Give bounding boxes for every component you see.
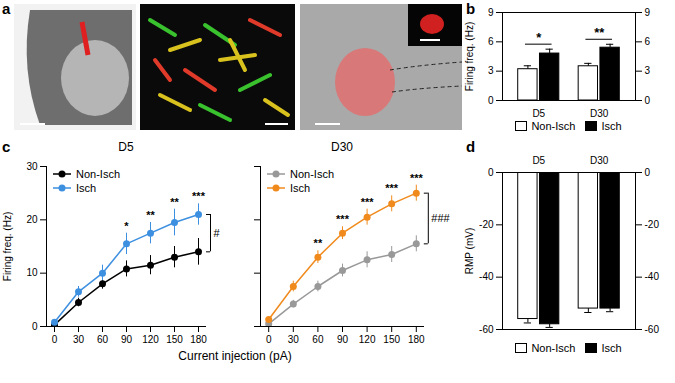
html-text:Non-Isch: Non-Isch (531, 120, 576, 132)
svg-text:9: 9 (488, 7, 494, 18)
svg-text:**: ** (170, 196, 179, 208)
svg-text:-60: -60 (479, 324, 494, 335)
svg-text:*: * (124, 220, 129, 232)
svg-text:0: 0 (488, 95, 494, 106)
html-text:c: c (2, 138, 11, 155)
svg-text:***: *** (361, 196, 375, 208)
svg-text:30: 30 (26, 161, 38, 172)
svg-text:9: 9 (645, 7, 651, 18)
svg-text:-20: -20 (479, 219, 494, 230)
svg-text:60: 60 (312, 334, 324, 345)
svg-text:-20: -20 (645, 219, 660, 230)
svg-text:-40: -40 (479, 271, 494, 282)
svg-text:Firing freq. (Hz): Firing freq. (Hz) (464, 22, 475, 91)
svg-text:6: 6 (645, 36, 651, 47)
svg-text:10: 10 (26, 267, 38, 278)
svg-text:-60: -60 (645, 324, 660, 335)
svg-text:150: 150 (383, 334, 400, 345)
html-text:b: b (466, 0, 476, 17)
svg-text:120: 120 (142, 334, 159, 345)
svg-text:D5: D5 (532, 155, 545, 166)
svg-text:#: # (214, 227, 221, 239)
svg-text:*: * (536, 30, 542, 45)
svg-text:D30: D30 (590, 108, 609, 118)
svg-text:0: 0 (645, 167, 651, 178)
svg-text:0: 0 (266, 334, 272, 345)
svg-text:90: 90 (337, 334, 349, 345)
svg-text:D30: D30 (590, 155, 609, 166)
svg-text:0: 0 (488, 167, 494, 178)
svg-text:60: 60 (97, 334, 109, 345)
svg-text:0: 0 (32, 321, 38, 332)
svg-text:3: 3 (645, 65, 651, 76)
svg-text:0: 0 (52, 334, 58, 345)
svg-text:30: 30 (288, 334, 300, 345)
svg-text:***: *** (385, 182, 399, 194)
html-text:Non-Isch: Non-Isch (290, 168, 334, 180)
svg-text:150: 150 (166, 334, 183, 345)
svg-text:120: 120 (359, 334, 376, 345)
html-text:a: a (2, 0, 11, 17)
html-text:Isch: Isch (76, 182, 97, 194)
svg-text:RMP (mV): RMP (mV) (464, 228, 475, 274)
svg-text:180: 180 (408, 334, 425, 345)
html-text:D30: D30 (331, 140, 353, 154)
html-text:Non-Isch: Non-Isch (76, 168, 120, 180)
svg-text:90: 90 (121, 334, 133, 345)
svg-text:20: 20 (26, 214, 38, 225)
svg-text:-40: -40 (645, 271, 660, 282)
html-text:Non-Isch: Non-Isch (531, 342, 576, 354)
html-text:D5: D5 (118, 140, 134, 154)
html-text:Isch: Isch (601, 342, 622, 354)
svg-text:**: ** (594, 25, 605, 40)
svg-text:30: 30 (73, 334, 85, 345)
html-text:Isch: Isch (290, 182, 311, 194)
html-text:Current injection (pA): Current injection (pA) (178, 349, 292, 363)
svg-text:D5: D5 (532, 108, 545, 118)
svg-text:3: 3 (488, 65, 494, 76)
svg-text:###: ### (431, 212, 450, 224)
svg-text:***: *** (410, 172, 424, 184)
svg-text:180: 180 (190, 334, 207, 345)
svg-text:0: 0 (645, 95, 651, 106)
html-text:d: d (466, 138, 476, 155)
svg-text:***: *** (192, 190, 206, 202)
svg-text:Firing freq. (Hz): Firing freq. (Hz) (2, 212, 13, 281)
svg-text:6: 6 (488, 36, 494, 47)
svg-text:**: ** (146, 209, 155, 221)
svg-text:***: *** (336, 213, 350, 225)
svg-text:**: ** (314, 237, 323, 249)
html-text:Isch: Isch (601, 120, 622, 132)
